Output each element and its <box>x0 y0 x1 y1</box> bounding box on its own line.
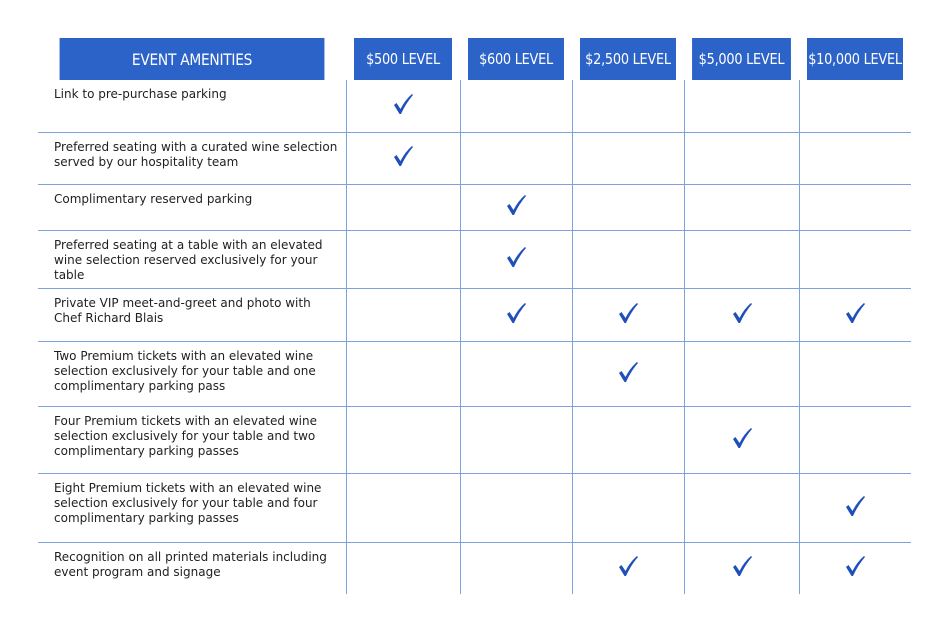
level-cell <box>345 541 460 594</box>
level-cell <box>571 472 684 542</box>
level-cell <box>798 472 911 542</box>
level-cell <box>798 541 911 594</box>
amenity-label: Four Premium tickets with an elevated wi… <box>38 405 346 473</box>
check-icon <box>505 245 527 269</box>
check-icon <box>392 144 414 168</box>
table-row: Two Premium tickets with an elevated win… <box>38 340 911 406</box>
level-cell <box>798 405 911 473</box>
amenity-label: Private VIP meet-and-greet and photo wit… <box>38 287 346 341</box>
amenity-label: Eight Premium tickets with an elevated w… <box>38 472 346 542</box>
check-icon <box>392 92 414 116</box>
level-cell <box>571 183 684 230</box>
level-cell <box>571 131 684 184</box>
level-cell <box>571 541 684 594</box>
table-row: Link to pre-purchase parking <box>38 80 911 132</box>
level-cell <box>459 183 572 230</box>
table-row: Preferred seating with a curated wine se… <box>38 131 911 184</box>
amenity-label: Link to pre-purchase parking <box>54 87 227 101</box>
level-cell <box>683 472 799 542</box>
table-row: Preferred seating at a table with an ele… <box>38 229 911 288</box>
check-icon <box>731 301 753 325</box>
amenity-label: Recognition on all printed materials inc… <box>38 541 346 594</box>
level-cell <box>798 287 911 341</box>
level-cell <box>798 183 911 230</box>
level-cell <box>345 287 460 341</box>
table-row: Complimentary reserved parking <box>38 183 911 230</box>
level-cell <box>345 229 460 288</box>
check-icon <box>844 494 866 518</box>
check-icon <box>731 426 753 450</box>
level-10000-header: $10,000 LEVEL <box>806 38 904 80</box>
level-cell <box>459 80 572 132</box>
amenity-label: Complimentary reserved parking <box>38 183 346 230</box>
level-cell <box>683 340 799 406</box>
table-row: Recognition on all printed materials inc… <box>38 541 911 594</box>
level-cell <box>798 131 911 184</box>
level-cell <box>459 287 572 341</box>
level-cell <box>345 80 460 132</box>
check-icon <box>617 301 639 325</box>
amenity-label: Preferred seating at a table with an ele… <box>38 229 346 288</box>
level-cell <box>798 340 911 406</box>
check-icon <box>505 193 527 217</box>
level-cell <box>345 340 460 406</box>
check-icon <box>731 554 753 578</box>
level-cell <box>459 340 572 406</box>
level-cell <box>683 405 799 473</box>
check-icon <box>617 554 639 578</box>
level-cell <box>683 131 799 184</box>
level-cell <box>345 131 460 184</box>
level-cell <box>459 472 572 542</box>
check-icon <box>844 554 866 578</box>
amenity-label: Preferred seating with a curated wine se… <box>38 131 346 184</box>
check-icon <box>617 360 639 384</box>
check-icon <box>505 301 527 325</box>
table-row: Four Premium tickets with an elevated wi… <box>38 405 911 473</box>
level-2500-header: $2,500 LEVEL <box>579 38 677 80</box>
level-5000-header: $5,000 LEVEL <box>692 38 791 80</box>
level-cell <box>571 405 684 473</box>
level-cell <box>683 229 799 288</box>
level-500-header: $500 LEVEL <box>353 38 453 80</box>
level-cell <box>571 340 684 406</box>
level-cell <box>798 80 911 132</box>
table-header: EVENT AMENITIES $500 LEVEL $600 LEVEL $2… <box>38 38 911 80</box>
level-cell <box>571 229 684 288</box>
level-cell <box>345 183 460 230</box>
level-cell <box>459 541 572 594</box>
amenity-column-header: EVENT AMENITIES <box>59 38 325 80</box>
level-cell <box>345 405 460 473</box>
level-cell <box>683 541 799 594</box>
table-row: Private VIP meet-and-greet and photo wit… <box>38 287 911 341</box>
amenities-table: EVENT AMENITIES $500 LEVEL $600 LEVEL $2… <box>38 38 911 594</box>
level-cell <box>459 229 572 288</box>
level-cell <box>798 229 911 288</box>
level-cell <box>345 472 460 542</box>
level-cell <box>459 131 572 184</box>
level-cell <box>459 405 572 473</box>
check-icon <box>844 301 866 325</box>
amenity-label: Two Premium tickets with an elevated win… <box>38 340 346 406</box>
level-cell <box>683 183 799 230</box>
level-cell <box>683 287 799 341</box>
level-cell <box>683 80 799 132</box>
level-cell <box>571 287 684 341</box>
table-body: Link to pre-purchase parking Preferred se… <box>38 80 911 594</box>
level-600-header: $600 LEVEL <box>467 38 565 80</box>
table-row: Eight Premium tickets with an elevated w… <box>38 472 911 542</box>
header-row: EVENT AMENITIES $500 LEVEL $600 LEVEL $2… <box>38 38 911 80</box>
level-cell <box>571 80 684 132</box>
